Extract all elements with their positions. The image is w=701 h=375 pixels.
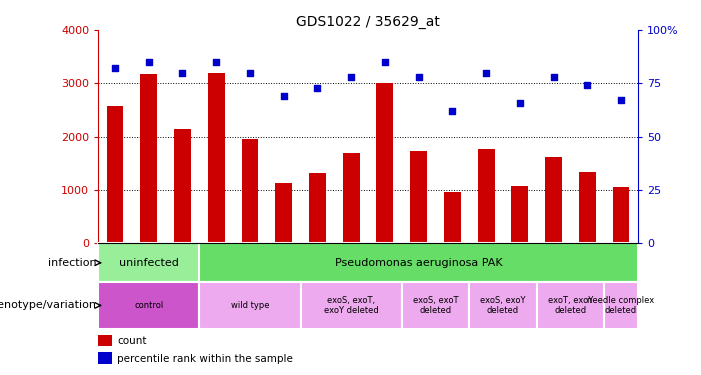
Text: control: control — [134, 301, 163, 310]
Point — [210, 59, 222, 65]
Text: percentile rank within the sample: percentile rank within the sample — [117, 354, 293, 364]
Text: exoS, exoT,
exoY deleted: exoS, exoT, exoY deleted — [324, 296, 379, 315]
Text: infection: infection — [48, 258, 97, 268]
Point — [346, 74, 357, 80]
Point — [548, 74, 559, 80]
Bar — [444, 192, 461, 243]
Point — [379, 59, 390, 65]
Bar — [402, 282, 469, 329]
Point — [109, 65, 121, 71]
Bar — [199, 282, 301, 329]
Point — [177, 70, 188, 76]
Point — [245, 70, 256, 76]
Text: genotype/variation: genotype/variation — [0, 300, 97, 310]
Bar — [301, 282, 402, 329]
Bar — [174, 129, 191, 243]
Bar — [98, 282, 199, 329]
Bar — [140, 74, 157, 243]
Bar — [98, 334, 111, 346]
Point — [278, 93, 290, 99]
Bar — [207, 73, 224, 243]
Text: wild type: wild type — [231, 301, 269, 310]
Bar — [242, 140, 259, 243]
Point — [413, 74, 424, 80]
Point — [582, 82, 593, 88]
Bar — [545, 158, 562, 243]
Bar — [477, 150, 494, 243]
Bar — [107, 106, 123, 243]
Text: needle complex
deleted: needle complex deleted — [587, 296, 655, 315]
Text: uninfected: uninfected — [118, 258, 179, 268]
Bar — [343, 153, 360, 243]
Text: Pseudomonas aeruginosa PAK: Pseudomonas aeruginosa PAK — [335, 258, 503, 268]
Bar — [309, 174, 326, 243]
Bar — [98, 243, 199, 282]
Text: exoS, exoT
deleted: exoS, exoT deleted — [413, 296, 458, 315]
Text: exoT, exoY
deleted: exoT, exoY deleted — [547, 296, 593, 315]
Bar — [98, 352, 111, 364]
Point — [447, 108, 458, 114]
Bar — [537, 282, 604, 329]
Point — [480, 70, 491, 76]
Bar — [613, 187, 629, 243]
Point — [615, 98, 627, 104]
Point — [143, 59, 154, 65]
Bar — [469, 282, 537, 329]
Bar — [579, 172, 596, 243]
Bar — [410, 151, 427, 243]
Bar — [604, 282, 638, 329]
Point — [515, 99, 526, 105]
Bar — [376, 83, 393, 243]
Bar — [199, 243, 638, 282]
Point — [312, 85, 323, 91]
Bar — [275, 183, 292, 243]
Bar — [512, 186, 529, 243]
Text: exoS, exoY
deleted: exoS, exoY deleted — [480, 296, 526, 315]
Title: GDS1022 / 35629_at: GDS1022 / 35629_at — [296, 15, 440, 29]
Text: count: count — [117, 336, 147, 346]
